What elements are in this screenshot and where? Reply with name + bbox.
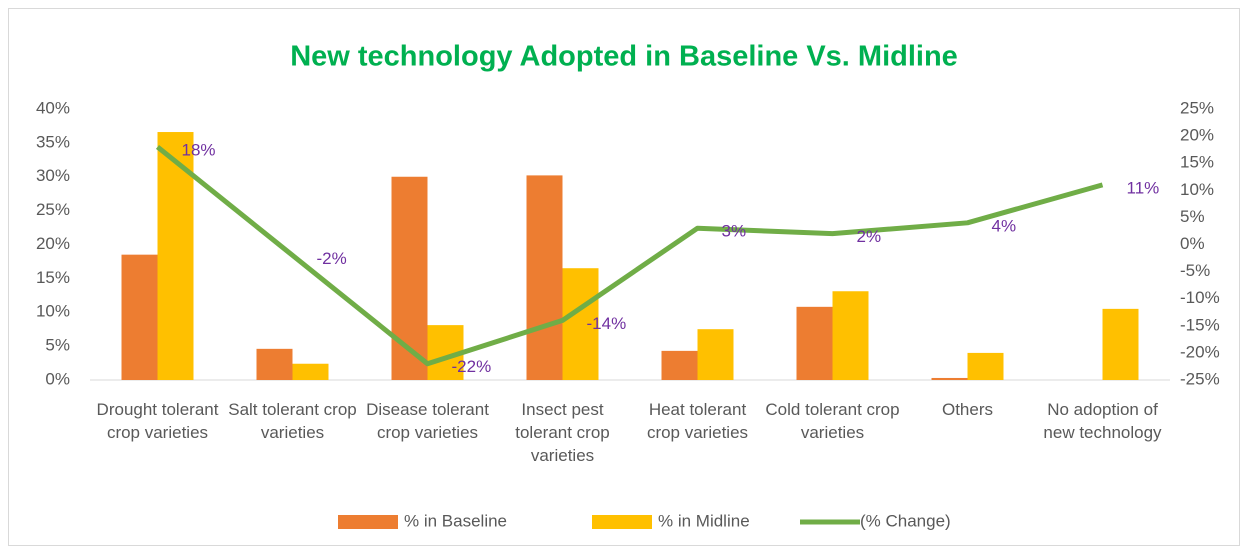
y2-tick-label: 25% [1180,98,1214,117]
data-label: -22% [452,357,492,376]
y-tick-label: 40% [36,98,70,117]
x-tick-label: Salt tolerant crop varieties [228,400,357,442]
y-tick-label: 10% [36,302,70,321]
bar [526,175,563,380]
y-tick-label: 25% [36,200,70,219]
y2-tick-label: 20% [1180,126,1214,145]
bar [697,329,734,380]
legend-swatch [592,515,652,529]
y-tick-label: 0% [45,369,70,388]
y-tick-label: 15% [36,268,70,287]
y2-tick-label: 15% [1180,153,1214,172]
bar [292,363,329,380]
bar [256,348,293,380]
bar [562,268,599,380]
y-tick-label: 35% [36,132,70,151]
x-tick-label: Cold tolerant crop varieties [765,400,900,442]
y2-tick-label: -25% [1180,369,1220,388]
bar [967,352,1004,380]
data-label: -14% [587,314,627,333]
y2-tick-label: 0% [1180,234,1205,253]
legend-label: % in Baseline [404,511,507,530]
y-tick-label: 5% [45,336,70,355]
y2-tick-label: -10% [1180,288,1220,307]
y2-tick-label: 10% [1180,180,1214,199]
line [155,144,1104,367]
data-label: 11% [1127,178,1160,197]
chart-title: New technology Adopted in Baseline Vs. M… [290,41,958,73]
x-tick-label: Drought tolerant crop varieties [96,400,219,442]
y2-tick-label: -15% [1180,315,1220,334]
legend-swatch [338,515,398,529]
bar [121,254,158,380]
data-label: 18% [182,140,216,159]
x-tick-label: Heat tolerant crop varieties [646,400,749,442]
data-label: 4% [992,216,1017,235]
y2-tick-label: -5% [1180,261,1210,280]
bar [832,291,869,380]
x-tick-label: Others [941,400,994,419]
bar [796,306,833,380]
y-tick-label: 30% [36,166,70,185]
bar [661,350,698,380]
x-tick-label: No adoption of new technology [1043,400,1162,442]
data-label: 2% [857,227,882,246]
bar [931,377,968,380]
legend-label: % in Midline [658,511,750,530]
legend-label: (% Change) [860,511,951,530]
y2-tick-label: 5% [1180,207,1205,226]
y2-tick-label: -20% [1180,342,1220,361]
chart-border [8,8,1240,546]
y-tick-label: 20% [36,234,70,253]
data-label: 3% [722,222,747,241]
x-tick-label: Insect pest tolerant crop varieties [515,400,610,465]
bar [1102,308,1139,380]
data-label: -2% [317,249,347,268]
x-tick-label: Disease tolerant crop varieties [366,400,489,442]
